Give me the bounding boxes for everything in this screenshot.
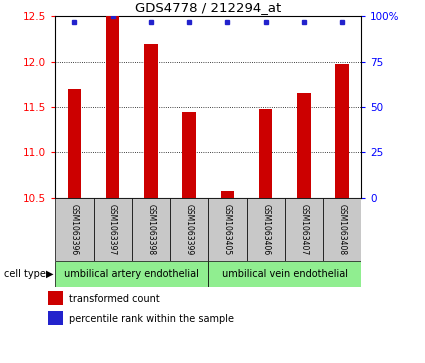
Title: GDS4778 / 212294_at: GDS4778 / 212294_at (135, 1, 281, 14)
FancyBboxPatch shape (170, 198, 208, 261)
FancyBboxPatch shape (94, 198, 132, 261)
FancyBboxPatch shape (132, 198, 170, 261)
Bar (48, 291, 62, 305)
Bar (221, 191, 234, 198)
FancyBboxPatch shape (55, 198, 94, 261)
FancyBboxPatch shape (285, 198, 323, 261)
Text: GSM1063399: GSM1063399 (184, 204, 194, 255)
Text: GSM1063396: GSM1063396 (70, 204, 79, 255)
Bar (182, 112, 196, 198)
Text: cell type: cell type (4, 269, 46, 279)
Text: umbilical vein endothelial: umbilical vein endothelial (222, 269, 348, 279)
Text: ▶: ▶ (45, 269, 53, 279)
Text: GSM1063408: GSM1063408 (337, 204, 347, 255)
FancyBboxPatch shape (208, 198, 246, 261)
FancyBboxPatch shape (323, 198, 361, 261)
Bar (335, 64, 349, 198)
Bar (48, 311, 62, 325)
FancyBboxPatch shape (246, 198, 285, 261)
Bar (144, 44, 158, 198)
FancyBboxPatch shape (55, 261, 208, 287)
Bar (68, 89, 81, 198)
Bar (106, 16, 119, 198)
FancyBboxPatch shape (208, 261, 361, 287)
Text: percentile rank within the sample: percentile rank within the sample (69, 314, 234, 323)
Text: GSM1063398: GSM1063398 (146, 204, 156, 255)
Text: umbilical artery endothelial: umbilical artery endothelial (64, 269, 199, 279)
Bar (259, 109, 272, 198)
Text: GSM1063406: GSM1063406 (261, 204, 270, 255)
Text: GSM1063397: GSM1063397 (108, 204, 117, 255)
Text: GSM1063405: GSM1063405 (223, 204, 232, 255)
Text: transformed count: transformed count (69, 294, 160, 303)
Bar (297, 93, 311, 198)
Text: GSM1063407: GSM1063407 (299, 204, 309, 255)
